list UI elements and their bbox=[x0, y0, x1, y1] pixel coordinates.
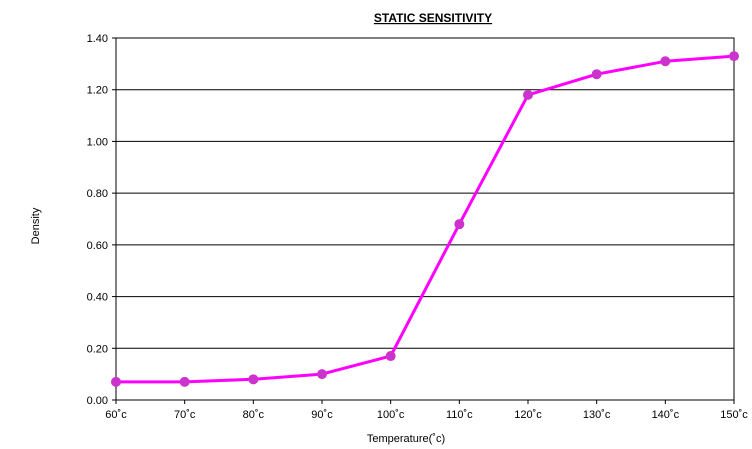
x-tick-label: 70˚c bbox=[174, 409, 196, 421]
data-point bbox=[454, 219, 465, 230]
x-tick-label: 80˚c bbox=[243, 409, 265, 421]
data-point bbox=[660, 56, 671, 67]
x-tick-label: 90˚c bbox=[311, 409, 333, 421]
data-point bbox=[729, 51, 739, 62]
y-tick-label: 1.20 bbox=[87, 85, 108, 97]
y-tick-label: 1.00 bbox=[87, 136, 108, 148]
data-point bbox=[591, 69, 602, 80]
x-tick-label: 110˚c bbox=[446, 409, 473, 421]
data-point bbox=[179, 376, 190, 387]
series-group bbox=[111, 51, 739, 387]
y-tick-label: 0.40 bbox=[87, 292, 108, 304]
y-tick-label: 0.20 bbox=[87, 343, 108, 355]
x-tick-labels: 60˚c 70˚c 80˚c 90˚c 100˚c 110˚c 120˚c 130˚c 140˚… bbox=[105, 409, 748, 421]
y-tick-label: 1.40 bbox=[87, 33, 108, 45]
y-tick-label: 0.00 bbox=[87, 395, 108, 407]
y-tick-labels: 0.00 0.20 0.40 0.60 0.80 1.00 1.20 1.40 bbox=[87, 33, 108, 407]
data-point bbox=[385, 351, 396, 362]
series-line bbox=[116, 54, 735, 384]
data-point bbox=[317, 369, 327, 380]
data-point bbox=[248, 374, 259, 385]
x-tick-label: 60˚c bbox=[105, 409, 127, 421]
y-axis-title: Density bbox=[30, 207, 42, 244]
plot-area-frame bbox=[115, 37, 735, 401]
x-tick-label: 130˚c bbox=[583, 409, 611, 421]
y-tick-label: 0.60 bbox=[87, 240, 108, 252]
x-tick-label: 120˚c bbox=[514, 409, 542, 421]
x-tick-label: 100˚c bbox=[377, 409, 405, 421]
x-tick-label: 140˚c bbox=[652, 409, 680, 421]
x-tick-label: 150˚c bbox=[720, 409, 748, 421]
y-tick-label: 0.80 bbox=[87, 188, 108, 200]
x-axis-title: Temperature(˚c) bbox=[367, 433, 445, 445]
chart-title: STATIC SENSITIVITY bbox=[374, 11, 492, 25]
gridlines bbox=[112, 37, 735, 404]
data-point bbox=[111, 376, 121, 387]
data-point bbox=[523, 89, 533, 100]
